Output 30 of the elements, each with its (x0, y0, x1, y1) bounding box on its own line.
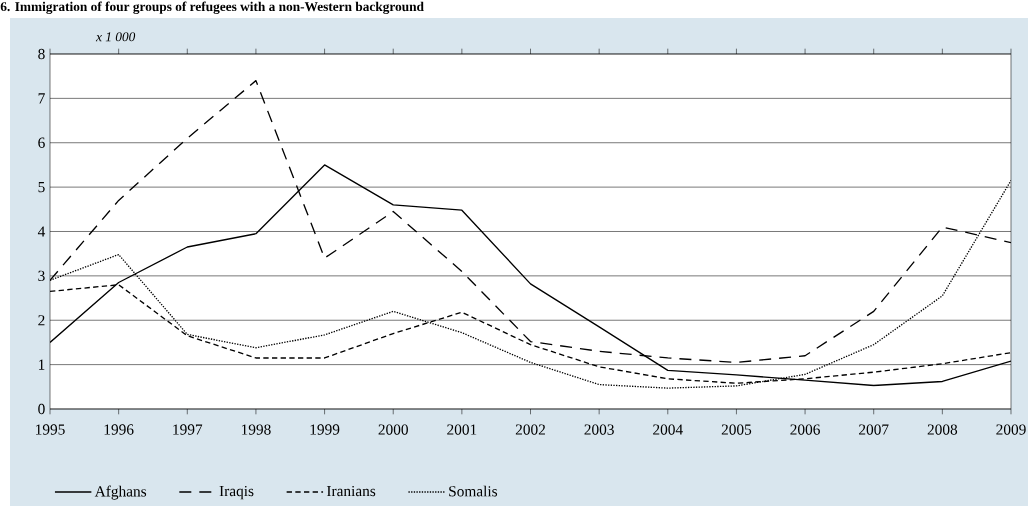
x-tick-label: 2008 (927, 424, 958, 435)
y-tick-label: 7 (38, 93, 45, 104)
x-tick-label: 1996 (104, 424, 134, 435)
y-tick-label: 6 (38, 137, 45, 148)
x-tick-label: 2003 (584, 424, 614, 435)
x-tick-label: 1995 (36, 424, 65, 435)
y-tick-label: 2 (38, 315, 45, 326)
legend-label: Iranians (326, 485, 376, 497)
x-tick-label: 1998 (241, 424, 271, 435)
y-axis-title: x 1 000 (95, 32, 136, 42)
x-tick-label: 2007 (859, 424, 889, 435)
y-tick-label: 8 (38, 48, 45, 60)
x-tick-label: 1999 (310, 424, 340, 435)
x-tick-label: 2004 (653, 424, 683, 435)
x-tick-label: 2009 (996, 424, 1026, 435)
legend-label: Somalis (449, 485, 498, 497)
y-tick-label: 0 (38, 403, 45, 415)
legend-label: Iraqis (219, 485, 254, 500)
x-tick-label: 2005 (721, 424, 752, 435)
x-tick-label: 2006 (790, 424, 820, 435)
y-tick-label: 1 (38, 359, 45, 370)
x-tick-label: 2000 (378, 424, 408, 435)
legend-label: Afghans (94, 485, 147, 500)
x-tick-label: 1997 (173, 424, 203, 435)
y-tick-label: 4 (37, 226, 46, 237)
x-tick-label: 2002 (515, 424, 545, 435)
y-tick-label: 5 (38, 182, 45, 193)
chart-title: 6. Immigration of four groups of refugees with a non-Western background (0, 1, 424, 14)
y-tick-label: 3 (38, 270, 45, 282)
x-tick-label: 2001 (447, 424, 477, 435)
